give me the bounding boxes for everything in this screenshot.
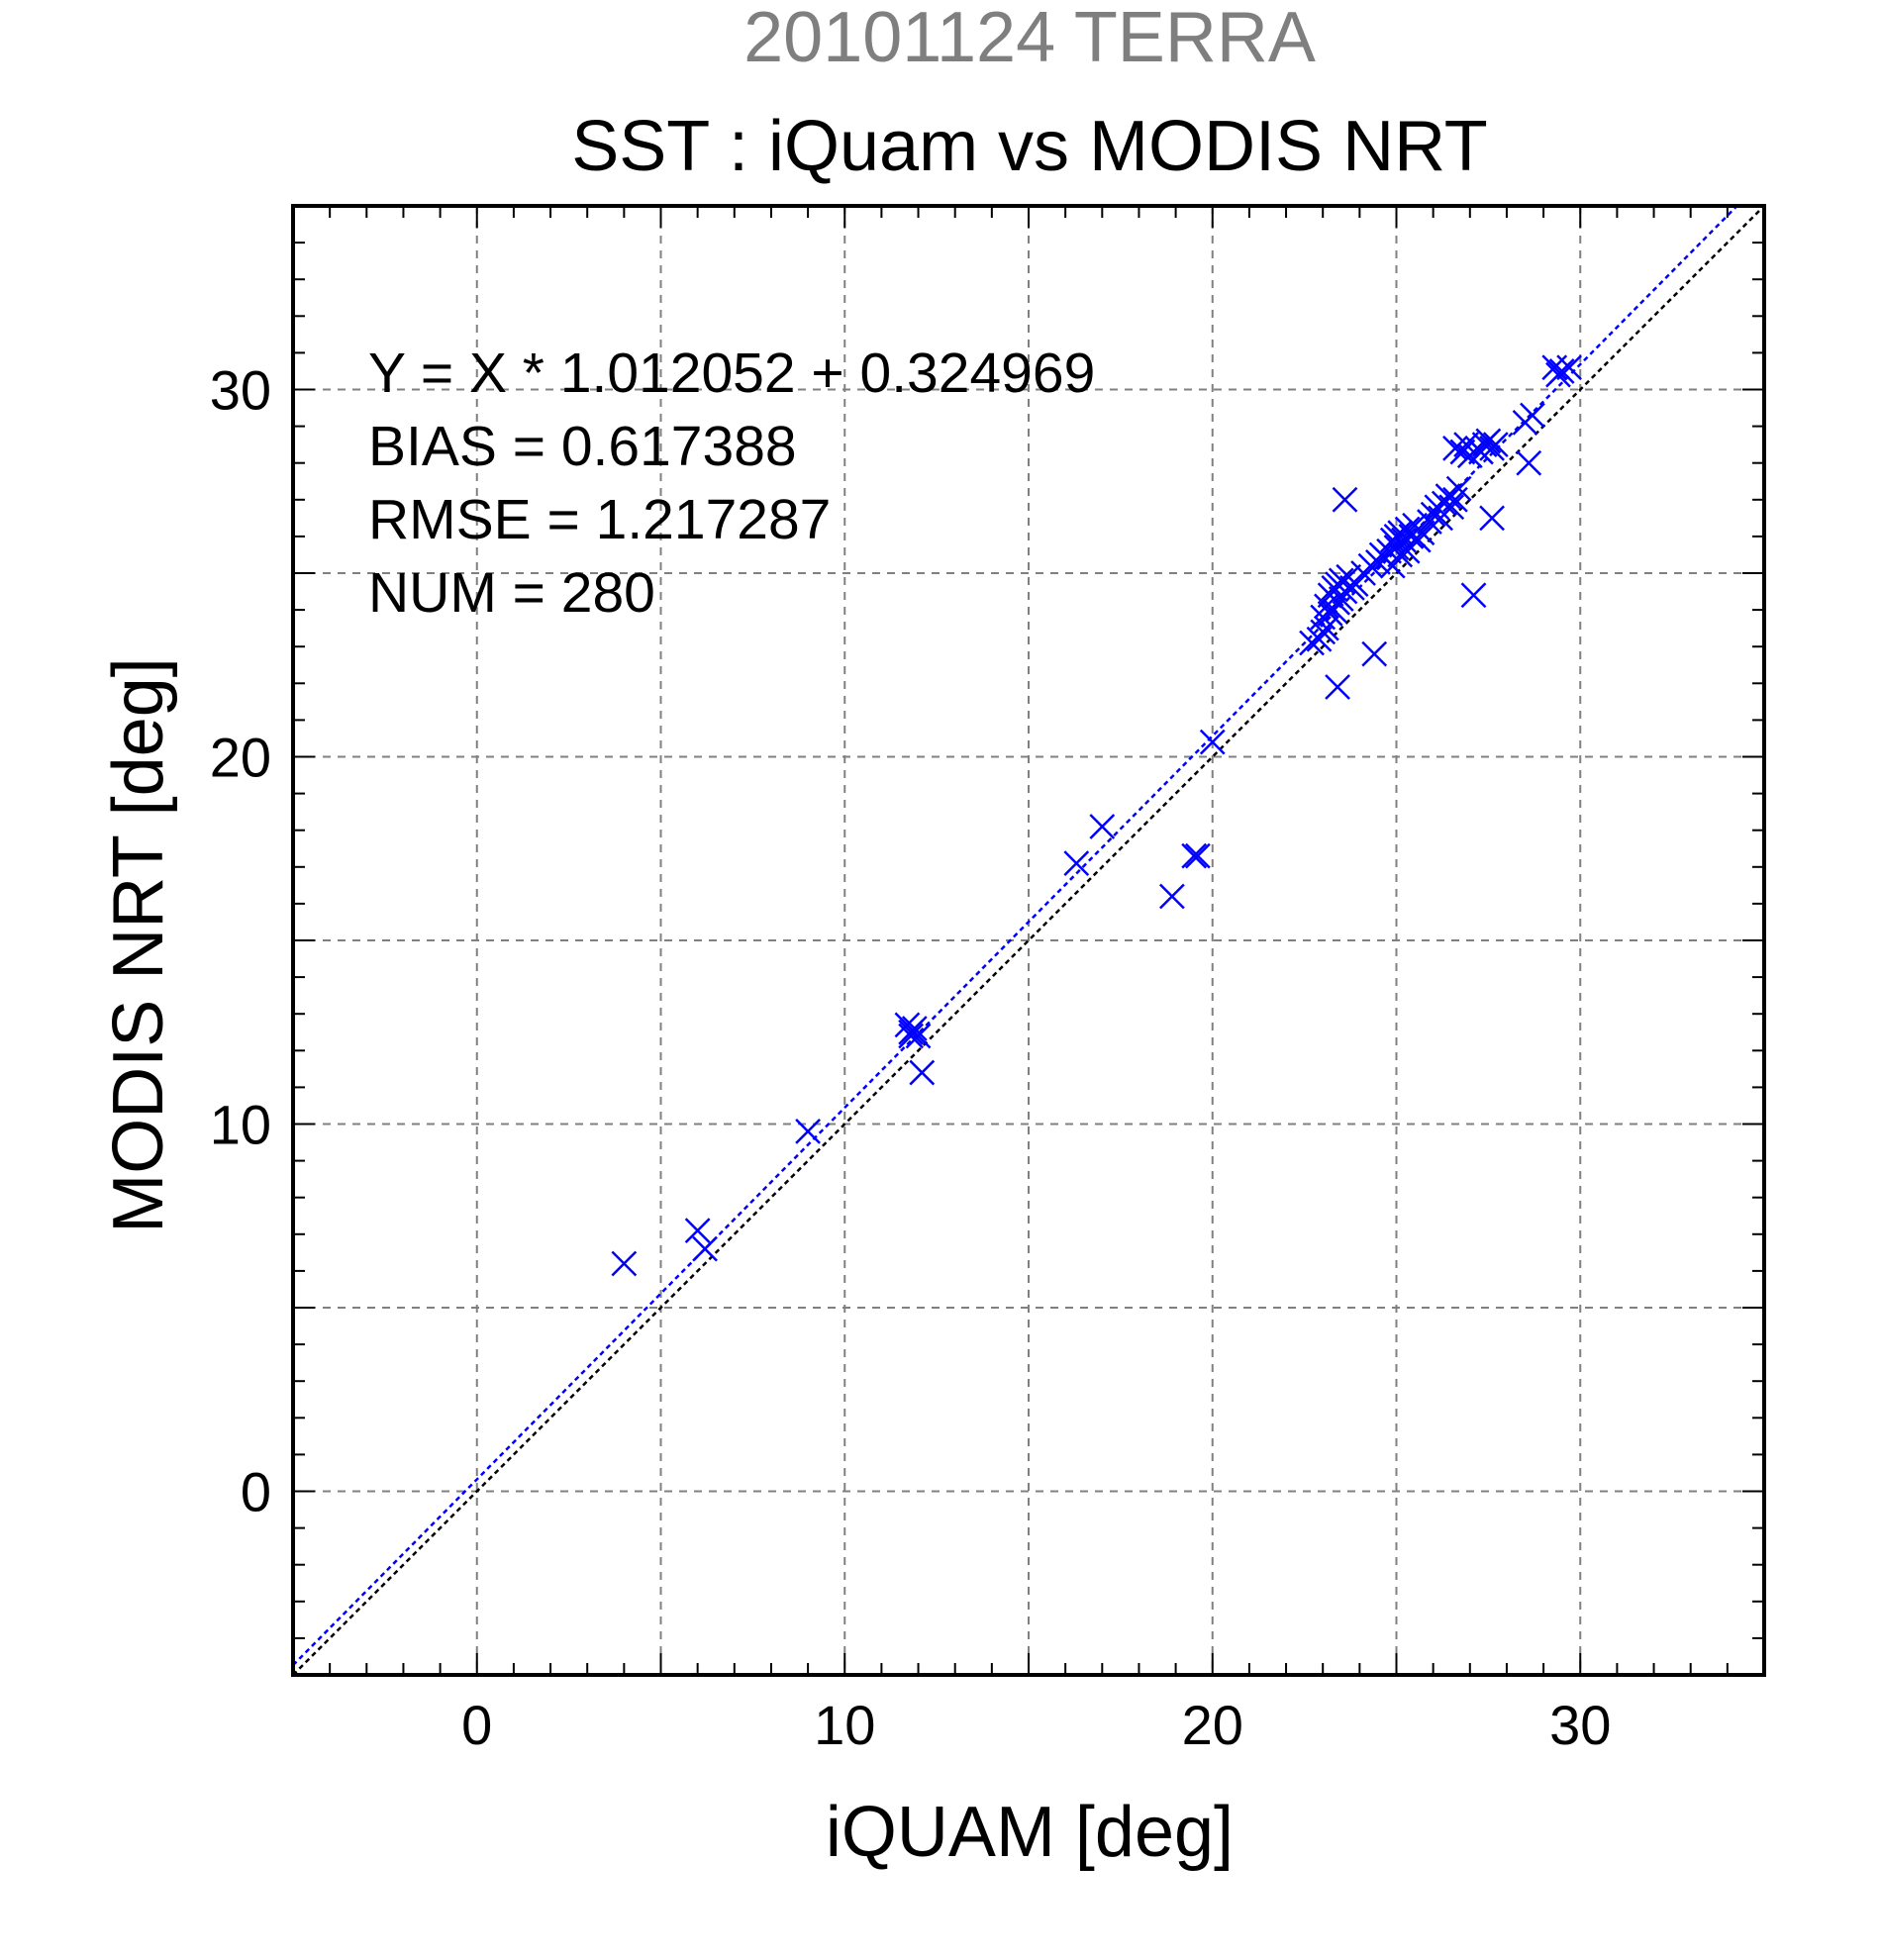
chart-supertitle: 20101124 TERRA bbox=[743, 0, 1316, 77]
data-point bbox=[1438, 494, 1465, 521]
data-point bbox=[905, 1023, 932, 1049]
rmse-value: RMSE = 1.217287 bbox=[368, 488, 832, 551]
data-point bbox=[909, 1059, 936, 1086]
data-point bbox=[1482, 432, 1509, 458]
data-point bbox=[1548, 358, 1575, 384]
data-point bbox=[901, 1016, 928, 1041]
x-axis-label: iQUAM [deg] bbox=[825, 1793, 1235, 1872]
data-point bbox=[1361, 640, 1388, 667]
data-point bbox=[611, 1250, 638, 1277]
data-point bbox=[1445, 475, 1472, 502]
data-point bbox=[795, 1119, 821, 1144]
y-axis-label: MODIS NRT [deg] bbox=[99, 657, 178, 1233]
data-point bbox=[1541, 354, 1568, 381]
data-points bbox=[611, 354, 1582, 1277]
plot-frame bbox=[291, 204, 1766, 1677]
statistics-box: Y = X * 1.012052 + 0.324969 BIAS = 0.617… bbox=[368, 337, 1095, 630]
y-tick-label: 30 bbox=[210, 359, 271, 422]
x-tick-label: 0 bbox=[461, 1694, 492, 1756]
sample-count: NUM = 280 bbox=[368, 561, 655, 625]
data-point bbox=[1314, 615, 1339, 641]
data-point bbox=[692, 1235, 718, 1262]
data-point bbox=[898, 1023, 925, 1049]
x-tick-label: 30 bbox=[1549, 1694, 1611, 1756]
data-point bbox=[1306, 626, 1333, 652]
y-tick-label: 20 bbox=[210, 727, 271, 789]
grid bbox=[293, 206, 1764, 1675]
data-point bbox=[1181, 842, 1208, 869]
data-point bbox=[1199, 729, 1226, 755]
data-point bbox=[1520, 402, 1545, 429]
data-point bbox=[1332, 486, 1358, 513]
data-point bbox=[1325, 674, 1350, 700]
data-point bbox=[1321, 597, 1347, 623]
x-tick-label: 10 bbox=[814, 1694, 875, 1756]
data-point bbox=[1460, 582, 1487, 609]
data-point bbox=[1449, 439, 1476, 465]
data-point bbox=[1405, 527, 1432, 553]
identity-line bbox=[292, 205, 1765, 1676]
data-point bbox=[1159, 883, 1185, 910]
data-point bbox=[684, 1218, 711, 1243]
data-point bbox=[1342, 571, 1369, 598]
y-tick-label: 0 bbox=[241, 1461, 271, 1523]
data-point bbox=[1516, 449, 1542, 476]
chart-title: SST : iQuam vs MODIS NRT bbox=[571, 107, 1488, 186]
y-tick-label: 10 bbox=[210, 1094, 271, 1156]
data-point bbox=[1479, 505, 1505, 532]
data-point bbox=[1063, 850, 1090, 876]
data-point bbox=[1089, 814, 1116, 839]
bias-value: BIAS = 0.617388 bbox=[368, 415, 797, 478]
data-point bbox=[1556, 354, 1582, 381]
data-point bbox=[1409, 520, 1436, 546]
tick-labels: 0 10 20 30 0 10 20 30 bbox=[210, 359, 1612, 1757]
regression-equation: Y = X * 1.012052 + 0.324969 bbox=[368, 342, 1096, 405]
data-point bbox=[1185, 842, 1211, 869]
x-tick-label: 20 bbox=[1182, 1694, 1243, 1756]
data-point bbox=[1387, 541, 1414, 568]
data-point bbox=[1475, 428, 1502, 454]
